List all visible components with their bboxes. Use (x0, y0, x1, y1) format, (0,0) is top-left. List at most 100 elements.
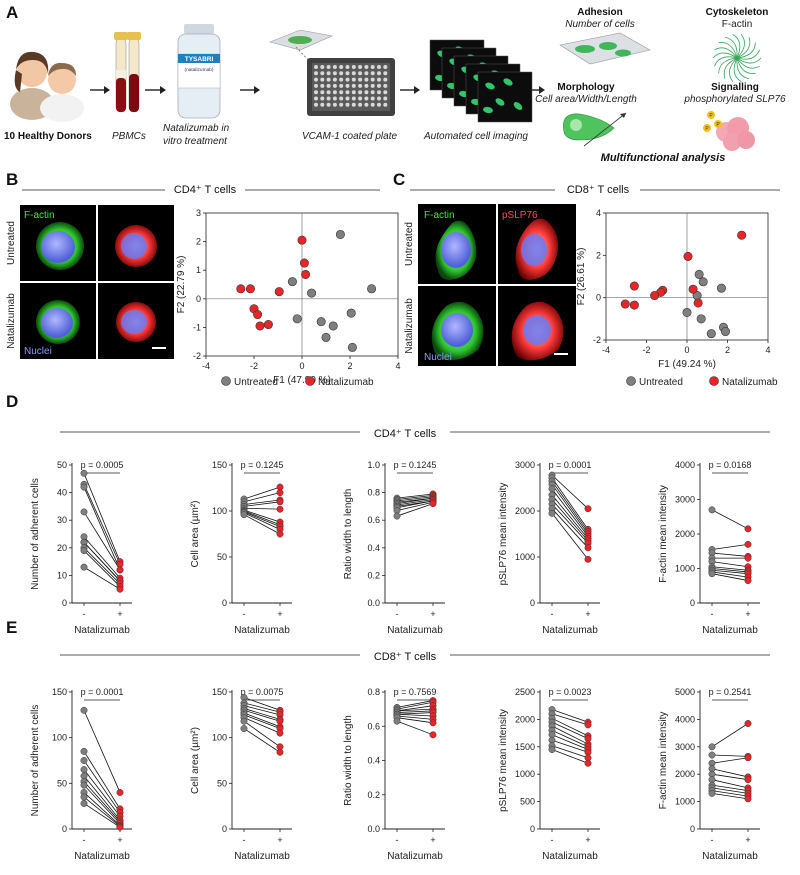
pca-point-untreated (321, 332, 331, 342)
y-tick-label: 0.4 (367, 543, 380, 553)
adhesion-sub: Number of cells (565, 19, 634, 30)
pair-line (551, 745, 589, 759)
y-tick-label: 50 (217, 552, 227, 562)
pair-line (711, 768, 749, 778)
pair-line (83, 547, 121, 584)
pair-line (396, 708, 434, 712)
y-tick-label: 0.8 (367, 488, 380, 498)
point-untreated (240, 717, 248, 725)
pca-x-tick: -2 (642, 345, 650, 355)
pair-line (243, 492, 281, 503)
y-axis-label: Cell area (µm²) (190, 727, 201, 794)
treatment-label-1: Natalizumab in (163, 123, 230, 134)
y-tick-label: 0.4 (367, 756, 380, 766)
pair-line (83, 473, 121, 562)
pca-point-untreated (694, 269, 704, 279)
pair-line (711, 552, 749, 557)
pair-line (396, 499, 434, 506)
point-natalizumab (584, 555, 592, 563)
svg-text:P: P (709, 113, 713, 119)
pair-line (243, 514, 281, 535)
pair-line (243, 510, 281, 526)
pca-point-untreated (347, 342, 357, 352)
point-natalizumab (429, 731, 437, 739)
pca-x-tick: -2 (250, 361, 258, 371)
x-tick-label: + (430, 609, 435, 619)
pca-point-untreated (682, 307, 692, 317)
x-tick-label: - (396, 609, 399, 619)
pair-line (243, 511, 281, 528)
point-natalizumab (584, 721, 592, 729)
morphology-sub: Cell area/Width/Length (535, 94, 637, 105)
pair-line (551, 508, 589, 549)
p-value: p = 0.0001 (81, 687, 124, 697)
panel-c-row-untreated: Untreated (404, 222, 415, 266)
pca-point-natalizumab (236, 284, 246, 294)
point-untreated (548, 485, 556, 493)
x-axis-label: Natalizumab (234, 851, 290, 862)
x-axis-label: Natalizumab (387, 625, 443, 636)
y-tick-label: 2000 (675, 529, 695, 539)
treatment-label-2: vitro treatment (163, 136, 228, 147)
pca-x-tick: -4 (602, 345, 610, 355)
pair-line (243, 728, 281, 753)
multifunctional-label: Multifunctional analysis (601, 152, 726, 164)
point-natalizumab (744, 720, 752, 727)
pca-y-tick: -1 (193, 322, 201, 332)
pair-line (243, 499, 281, 505)
point-natalizumab (744, 540, 752, 548)
x-tick-label: + (430, 835, 435, 845)
pca-point-untreated (720, 327, 730, 337)
y-axis-label: Number of adherent cells (30, 478, 41, 590)
morphology-illustration (563, 112, 627, 147)
panel-c-micrographs (418, 204, 576, 366)
pair-line (83, 484, 121, 565)
panel-b-row-natalizumab: Natalizumab (6, 293, 17, 349)
point-untreated (80, 706, 88, 714)
y-tick-label: 0 (690, 824, 695, 834)
y-tick-label: 0.2 (367, 570, 380, 580)
x-tick-label: - (551, 609, 554, 619)
p-value: p = 0.0023 (549, 687, 592, 697)
panel-e-charts: 0 50 100 150 - + Natalizumab Number of adherent… (30, 687, 760, 862)
pair-line (551, 725, 589, 745)
pca-point-untreated (307, 288, 317, 298)
y-tick-label: 150 (52, 687, 67, 697)
pair-line (551, 477, 589, 530)
x-tick-label: + (585, 609, 590, 619)
p-value: p = 0.1245 (241, 460, 284, 470)
vial-drug: (natalizumab) (184, 67, 213, 73)
y-tick-label: 0 (222, 824, 227, 834)
pca-x-label: F1 (47.90 %) (273, 375, 331, 386)
point-untreated (708, 751, 716, 759)
pair-line (396, 713, 434, 717)
pca-point-natalizumab (274, 287, 284, 297)
p-value: p = 0.0075 (241, 687, 284, 697)
point-untreated (80, 799, 88, 807)
pair-line (83, 751, 121, 810)
pair-line (711, 566, 749, 571)
y-tick-label: 0.6 (367, 515, 380, 525)
y-tick-label: 10 (57, 570, 67, 580)
adhesion-title: Adhesion (577, 7, 623, 18)
pair-line (396, 503, 434, 517)
point-natalizumab (744, 554, 752, 562)
pca-y-tick: 2 (196, 237, 201, 247)
pair-line (711, 754, 749, 757)
pair-line (551, 739, 589, 753)
pair-line (551, 713, 589, 726)
pair-line (711, 792, 749, 800)
y-tick-label: 4000 (675, 714, 695, 724)
y-tick-label: 50 (57, 460, 67, 470)
y-tick-label: 20 (57, 543, 67, 553)
y-tick-label: 2000 (515, 506, 535, 516)
y-tick-label: 50 (57, 778, 67, 788)
point-natalizumab (116, 823, 124, 831)
x-tick-label: - (243, 609, 246, 619)
pair-line (551, 749, 589, 764)
pca-point-untreated (328, 321, 338, 331)
section-e-title: CD8⁺ T cells (374, 651, 437, 663)
y-tick-label: 1000 (515, 769, 535, 779)
